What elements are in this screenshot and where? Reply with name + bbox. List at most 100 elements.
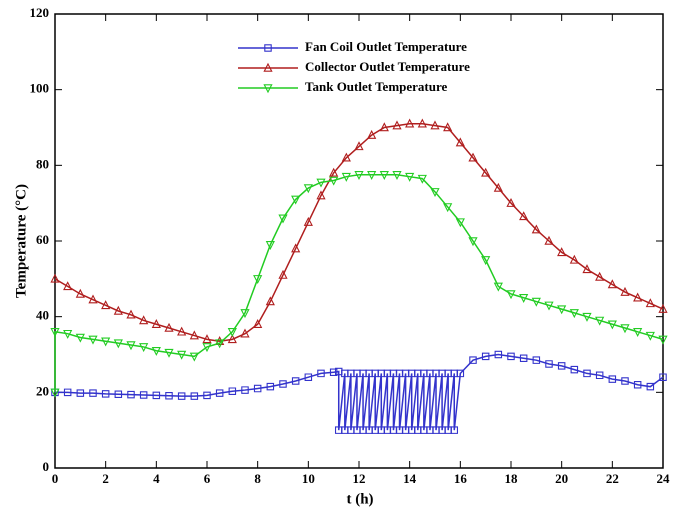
marker bbox=[263, 84, 273, 94]
marker bbox=[379, 171, 389, 180]
marker bbox=[583, 369, 591, 378]
marker bbox=[341, 172, 351, 182]
y-axis-label: Temperature (°C) bbox=[13, 184, 29, 298]
marker bbox=[620, 324, 630, 334]
marker bbox=[139, 315, 149, 325]
marker bbox=[189, 330, 199, 340]
y-tick-label: 20 bbox=[36, 383, 49, 398]
marker bbox=[443, 122, 453, 132]
marker bbox=[519, 294, 529, 303]
marker bbox=[50, 328, 60, 338]
marker bbox=[177, 326, 187, 336]
marker bbox=[595, 371, 604, 380]
marker bbox=[379, 122, 389, 132]
marker bbox=[557, 305, 567, 315]
marker bbox=[532, 356, 541, 364]
marker bbox=[291, 243, 301, 253]
marker bbox=[545, 360, 553, 368]
marker bbox=[227, 328, 237, 338]
x-tick-label: 18 bbox=[505, 471, 519, 486]
marker bbox=[633, 292, 643, 302]
marker bbox=[265, 296, 275, 306]
x-tick-label: 10 bbox=[302, 471, 315, 486]
marker bbox=[405, 172, 415, 182]
marker bbox=[531, 297, 541, 307]
marker bbox=[493, 282, 503, 292]
marker bbox=[645, 331, 655, 341]
marker bbox=[202, 343, 212, 353]
marker bbox=[88, 294, 98, 304]
marker bbox=[240, 309, 250, 319]
legend-label: Tank Outlet Temperature bbox=[305, 79, 448, 94]
marker bbox=[189, 352, 199, 362]
marker bbox=[291, 377, 300, 385]
marker bbox=[645, 298, 655, 308]
marker bbox=[114, 390, 123, 398]
marker bbox=[646, 382, 655, 391]
marker bbox=[607, 279, 617, 289]
marker bbox=[658, 335, 668, 345]
x-tick-label: 20 bbox=[555, 471, 568, 486]
x-axis-label: t (h) bbox=[346, 491, 373, 507]
marker bbox=[417, 118, 427, 128]
marker bbox=[481, 167, 491, 177]
marker bbox=[531, 224, 541, 234]
marker bbox=[456, 369, 465, 378]
marker bbox=[392, 171, 402, 180]
marker bbox=[203, 391, 211, 400]
marker bbox=[506, 290, 516, 300]
series-line bbox=[55, 353, 664, 431]
marker bbox=[151, 319, 161, 328]
marker bbox=[621, 377, 629, 385]
y-tick-label: 40 bbox=[36, 308, 49, 323]
marker bbox=[658, 303, 668, 313]
marker bbox=[341, 152, 351, 162]
marker bbox=[228, 387, 237, 395]
marker bbox=[279, 380, 287, 388]
marker bbox=[544, 235, 554, 245]
legend-label: Collector Outlet Temperature bbox=[305, 59, 470, 74]
x-tick-label: 24 bbox=[657, 471, 671, 486]
marker bbox=[519, 211, 529, 221]
marker bbox=[278, 269, 288, 279]
marker bbox=[595, 271, 605, 281]
marker bbox=[190, 392, 199, 400]
marker bbox=[620, 286, 630, 296]
marker bbox=[468, 152, 478, 162]
marker bbox=[450, 426, 459, 434]
marker bbox=[582, 264, 592, 274]
marker bbox=[506, 197, 516, 207]
x-tick-label: 12 bbox=[353, 471, 366, 486]
x-tick-label: 4 bbox=[153, 471, 160, 486]
marker bbox=[63, 281, 73, 291]
marker bbox=[177, 350, 187, 360]
marker bbox=[557, 247, 567, 257]
marker bbox=[50, 273, 60, 283]
marker bbox=[139, 343, 149, 353]
marker bbox=[329, 167, 339, 177]
marker bbox=[607, 320, 617, 330]
legend-label: Fan Coil Outlet Temperature bbox=[305, 39, 467, 54]
y-tick-label: 60 bbox=[36, 232, 49, 247]
y-tick-label: 0 bbox=[43, 459, 50, 474]
marker bbox=[303, 184, 313, 194]
marker bbox=[519, 354, 528, 363]
marker bbox=[101, 337, 111, 347]
marker bbox=[481, 352, 490, 361]
marker bbox=[443, 203, 453, 213]
x-tick-label: 8 bbox=[254, 471, 261, 486]
marker bbox=[569, 254, 579, 264]
marker bbox=[266, 382, 275, 391]
y-tick-label: 80 bbox=[36, 156, 49, 171]
series-line bbox=[54, 122, 664, 343]
marker bbox=[63, 329, 73, 339]
marker bbox=[165, 391, 173, 400]
marker bbox=[354, 141, 364, 151]
marker bbox=[304, 373, 313, 381]
marker bbox=[240, 328, 250, 338]
marker bbox=[392, 120, 402, 130]
x-tick-label: 22 bbox=[606, 471, 619, 486]
marker bbox=[215, 339, 225, 349]
marker bbox=[557, 362, 566, 370]
marker bbox=[494, 350, 503, 359]
